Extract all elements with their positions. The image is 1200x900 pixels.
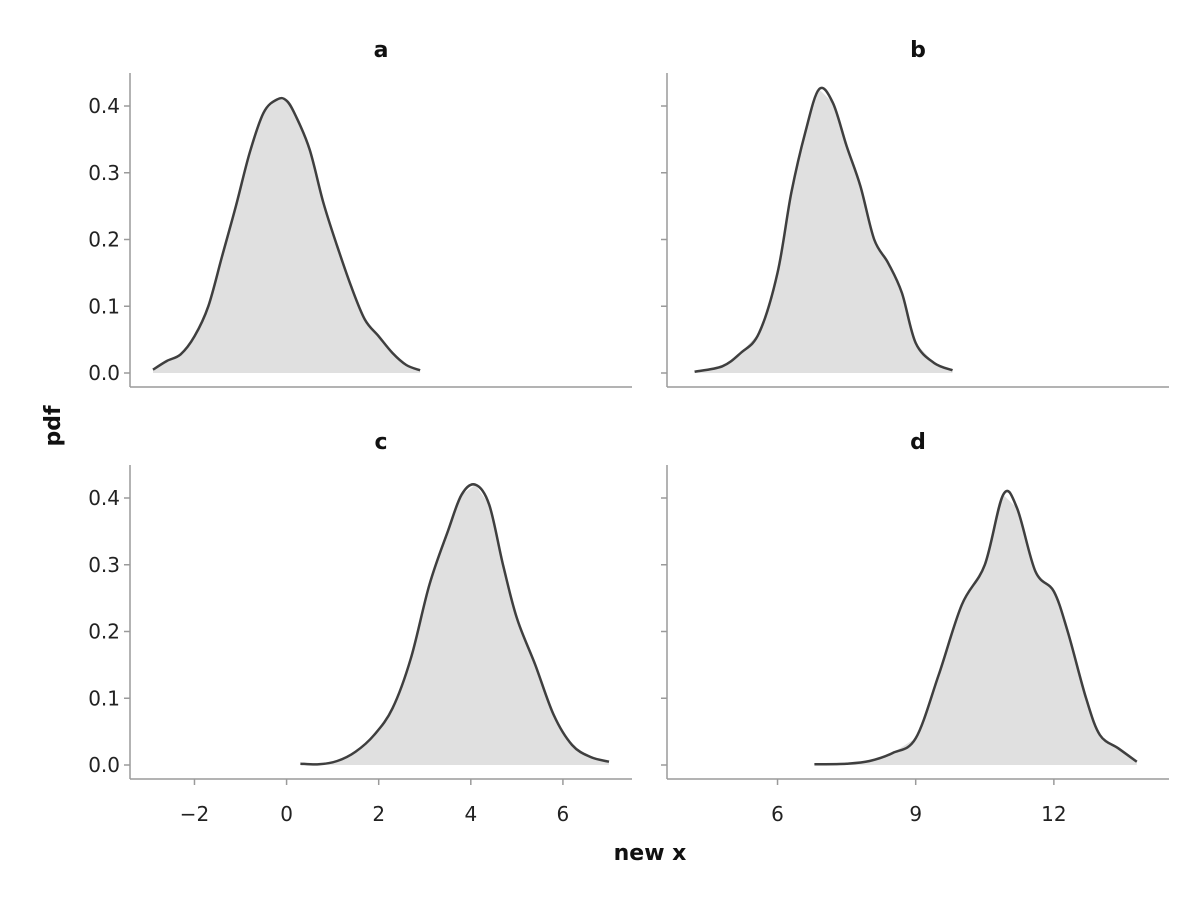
x-axis-title: new x — [614, 841, 687, 866]
panel-b: b — [661, 38, 1169, 388]
density-area-d — [814, 494, 1137, 765]
y-tick-label: 0.4 — [88, 486, 120, 510]
x-tick-label: 0 — [280, 802, 293, 826]
panel-a: a 0.0 0.1 0.2 0.3 0.4 — [88, 38, 632, 388]
x-tick-label: 9 — [909, 802, 922, 826]
density-line-a — [152, 96, 421, 372]
x-tick-label: 6 — [771, 802, 784, 826]
y-tick-label: 0.0 — [88, 361, 120, 385]
y-tick-label: 0.4 — [88, 94, 120, 118]
x-tick-label: 12 — [1041, 802, 1066, 826]
panel-title-c: c — [374, 430, 387, 455]
panel-title-d: d — [910, 430, 926, 455]
y-tick-label: 0.1 — [88, 686, 120, 710]
density-line-b — [694, 86, 953, 373]
x-tick-label: 6 — [557, 802, 570, 826]
density-line-c — [300, 483, 610, 766]
density-line-d — [814, 489, 1138, 766]
y-tick-label: 0.1 — [88, 294, 120, 318]
panel-d: d 6 9 12 — [661, 430, 1169, 826]
y-tick-label: 0.2 — [88, 228, 120, 252]
x-tick-label: 2 — [372, 802, 385, 826]
x-tick-label: −2 — [180, 802, 209, 826]
x-tick-label: 4 — [464, 802, 477, 826]
density-area-a — [153, 99, 421, 374]
y-tick-label: 0.3 — [88, 553, 120, 577]
density-area-c — [300, 484, 609, 765]
panel-title-b: b — [910, 38, 926, 63]
density-area-b — [694, 89, 953, 374]
panel-c: c 0.0 0.1 0.2 0.3 0.4 −2 0 2 4 6 — [88, 430, 632, 826]
y-tick-label: 0.0 — [88, 753, 120, 777]
y-axis-title: pdf — [41, 405, 66, 446]
y-tick-label: 0.3 — [88, 161, 120, 185]
panel-title-a: a — [374, 38, 389, 63]
y-tick-label: 0.2 — [88, 620, 120, 644]
